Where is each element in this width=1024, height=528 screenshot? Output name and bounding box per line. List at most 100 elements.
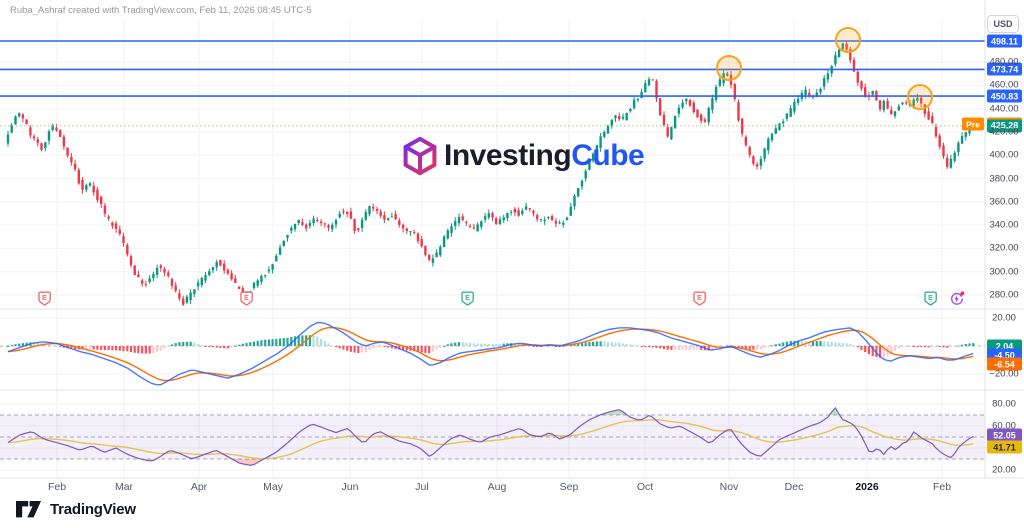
macd-hist-bar bbox=[88, 346, 92, 350]
candle-body bbox=[36, 139, 39, 143]
macd-hist-bar bbox=[621, 343, 625, 346]
macd-signal-badge: -6.54 bbox=[987, 357, 1022, 371]
earnings-marker-icon[interactable]: E bbox=[924, 291, 938, 306]
macd-hist-bar bbox=[14, 344, 17, 346]
candle-body bbox=[163, 268, 166, 273]
chart-attribution: Ruba_Ashraf created with TradingView.com… bbox=[10, 5, 312, 16]
macd-hist-bar bbox=[923, 346, 926, 348]
macd-hist-bar bbox=[185, 341, 188, 346]
auto-refresh-icon[interactable] bbox=[949, 291, 965, 307]
macd-hist-bar bbox=[290, 337, 293, 346]
macd-hist-bar bbox=[588, 342, 591, 346]
macd-hist-bar bbox=[312, 336, 315, 346]
candle-body bbox=[547, 217, 550, 218]
macd-hist-bar bbox=[144, 346, 147, 354]
macd-hist-bar bbox=[748, 346, 751, 350]
candle-body bbox=[513, 208, 517, 213]
earnings-marker-icon[interactable]: E bbox=[461, 291, 475, 306]
candle-body bbox=[278, 247, 282, 255]
candle-body bbox=[44, 142, 47, 149]
macd-hist-bar bbox=[688, 346, 692, 350]
time-axis-month-label: Apr bbox=[190, 481, 208, 493]
macd-hist-bar bbox=[297, 335, 300, 346]
macd-hist-bar bbox=[670, 346, 673, 350]
macd-hist-bar bbox=[6, 346, 10, 347]
tradingview-logo[interactable]: TradingView bbox=[16, 501, 136, 518]
macd-hist-bar bbox=[536, 346, 539, 347]
price-axis-tick: 480.00 bbox=[989, 56, 1019, 68]
candle-body bbox=[118, 229, 121, 234]
macd-hist-bar bbox=[182, 341, 185, 346]
macd-hist-bar bbox=[841, 343, 844, 346]
macd-hist-bar bbox=[782, 342, 785, 346]
candle-body bbox=[636, 98, 640, 100]
macd-hist-bar bbox=[625, 344, 628, 346]
candle-body bbox=[77, 169, 80, 184]
candle-body bbox=[700, 114, 703, 121]
candle-body bbox=[632, 99, 636, 109]
macd-hist-bar bbox=[342, 346, 345, 350]
pre-market-chip: Pre bbox=[962, 117, 984, 131]
macd-hist-bar bbox=[905, 346, 908, 347]
candle-body bbox=[927, 111, 930, 120]
earnings-marker-icon[interactable]: E bbox=[693, 291, 707, 306]
macd-hist-bar bbox=[70, 346, 73, 349]
time-axis-month-label: Feb bbox=[932, 481, 952, 493]
macd-hist-bar bbox=[834, 342, 837, 346]
circle-annotation[interactable] bbox=[716, 55, 742, 81]
macd-hist-bar bbox=[230, 346, 233, 347]
candle-body bbox=[524, 206, 528, 210]
macd-hist-bar bbox=[651, 346, 654, 348]
macd-hist-bar bbox=[741, 346, 744, 349]
candle-body bbox=[509, 211, 513, 213]
macd-hist-bar bbox=[476, 343, 479, 346]
candle-body bbox=[390, 216, 394, 218]
macd-hist-bar bbox=[372, 346, 375, 348]
macd-hist-bar bbox=[316, 336, 319, 346]
macd-hist-bar bbox=[893, 346, 897, 351]
tradingview-mark-icon bbox=[16, 501, 41, 518]
earnings-marker-icon[interactable]: E bbox=[38, 291, 52, 306]
candle-body bbox=[92, 185, 95, 193]
candle-body bbox=[752, 156, 755, 164]
candle-body bbox=[152, 273, 155, 279]
macd-hist-bar bbox=[961, 344, 964, 346]
candle-body bbox=[442, 236, 446, 248]
macd-hist-bar bbox=[949, 346, 952, 348]
macd-hist-bar bbox=[282, 338, 285, 346]
circle-annotation[interactable] bbox=[835, 27, 861, 53]
macd-hist-bar bbox=[271, 339, 274, 346]
candle-body bbox=[476, 224, 479, 232]
macd-hist-bar bbox=[200, 345, 203, 347]
candle-body bbox=[659, 98, 662, 116]
candle-body bbox=[290, 227, 293, 231]
macd-hist-bar bbox=[879, 346, 882, 358]
candle-body bbox=[435, 252, 438, 258]
macd-hist-bar bbox=[159, 346, 162, 351]
macd-hist-bar bbox=[577, 343, 580, 346]
macd-hist-bar bbox=[364, 346, 367, 353]
candle-body bbox=[878, 100, 882, 110]
candle-body bbox=[606, 125, 610, 134]
candle-body bbox=[845, 43, 848, 50]
macd-hist-bar bbox=[838, 342, 841, 346]
candle-body bbox=[308, 223, 312, 226]
candle-body bbox=[923, 104, 926, 114]
circle-annotation[interactable] bbox=[907, 84, 933, 110]
macd-hist-bar bbox=[133, 346, 136, 353]
macd-hist-bar bbox=[528, 345, 531, 347]
macd-hist-bar bbox=[495, 344, 498, 346]
currency-toggle-button[interactable]: USD bbox=[987, 15, 1019, 33]
candle-body bbox=[662, 114, 666, 126]
macd-hist-bar bbox=[25, 342, 28, 346]
macd-hist-bar bbox=[264, 339, 267, 346]
price-axis-tick: 280.00 bbox=[989, 289, 1019, 301]
candle-body bbox=[62, 136, 66, 147]
earnings-marker-icon[interactable]: E bbox=[240, 291, 254, 306]
macd-hist-bar bbox=[785, 341, 788, 346]
candle-body bbox=[401, 224, 405, 229]
macd-hist-bar bbox=[666, 346, 669, 350]
candle-body bbox=[573, 195, 576, 207]
candle-body bbox=[562, 222, 565, 225]
